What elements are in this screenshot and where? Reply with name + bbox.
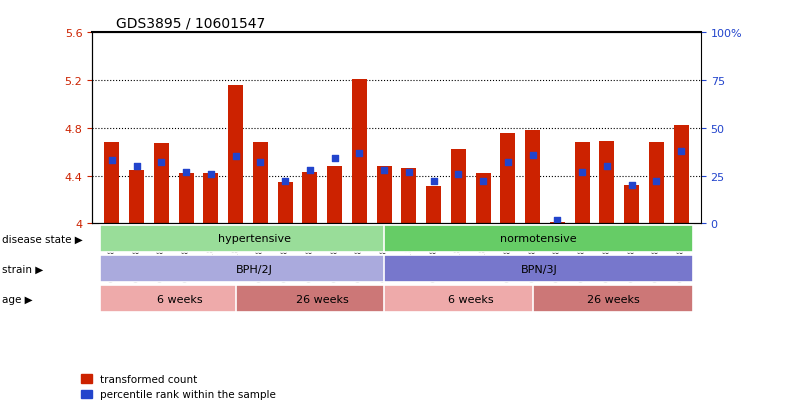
Text: 26 weeks: 26 weeks [586, 294, 639, 304]
Bar [303, 173, 317, 224]
Point [452, 171, 465, 178]
Bar [533, 285, 694, 312]
Bar [624, 186, 639, 224]
Bar [352, 80, 367, 224]
Point [427, 178, 440, 185]
Bar [154, 144, 169, 224]
Bar [129, 170, 144, 224]
Bar [384, 255, 694, 282]
Bar [384, 285, 557, 312]
Bar [649, 143, 664, 224]
Text: 6 weeks: 6 weeks [157, 294, 203, 304]
Text: disease state ▶: disease state ▶ [2, 234, 83, 244]
Bar [384, 225, 694, 252]
Bar [99, 285, 260, 312]
Point [106, 158, 119, 164]
Point [625, 183, 638, 189]
Text: GDS3895 / 10601547: GDS3895 / 10601547 [116, 17, 266, 31]
Legend: transformed count, percentile rank within the sample: transformed count, percentile rank withi… [78, 370, 280, 404]
Text: hypertensive: hypertensive [218, 234, 291, 244]
Bar [99, 225, 409, 252]
Bar [228, 85, 243, 224]
Point [477, 178, 489, 185]
Bar [674, 126, 689, 224]
Text: BPN/3J: BPN/3J [521, 264, 557, 274]
Point [576, 169, 589, 176]
Point [402, 169, 415, 176]
Bar [451, 150, 466, 224]
Bar [426, 187, 441, 224]
Text: 6 weeks: 6 weeks [448, 294, 493, 304]
Text: BPH/2J: BPH/2J [235, 264, 272, 274]
Text: age ▶: age ▶ [2, 294, 32, 304]
Point [131, 163, 143, 170]
Bar [550, 223, 565, 224]
Point [674, 148, 687, 155]
Point [179, 169, 192, 176]
Text: normotensive: normotensive [501, 234, 577, 244]
Bar [525, 131, 540, 224]
Bar [327, 166, 342, 224]
Bar [179, 174, 194, 224]
Bar [599, 142, 614, 224]
Bar [376, 166, 392, 224]
Point [155, 159, 168, 166]
Point [204, 171, 217, 178]
Point [304, 167, 316, 174]
Bar [104, 143, 119, 224]
Text: 26 weeks: 26 weeks [296, 294, 348, 304]
Point [254, 159, 267, 166]
Point [378, 167, 391, 174]
Bar [253, 143, 268, 224]
Point [601, 163, 614, 170]
Bar [401, 169, 417, 224]
Bar [203, 174, 219, 224]
Point [650, 178, 662, 185]
Bar [476, 174, 490, 224]
Bar [278, 182, 292, 224]
Text: strain ▶: strain ▶ [2, 264, 42, 274]
Point [229, 154, 242, 160]
Point [353, 150, 366, 157]
Point [501, 159, 514, 166]
Point [328, 156, 341, 162]
Point [551, 217, 564, 223]
Bar [501, 133, 515, 224]
Bar [99, 255, 409, 282]
Point [526, 152, 539, 159]
Bar [235, 285, 409, 312]
Bar [574, 143, 590, 224]
Point [279, 178, 292, 185]
